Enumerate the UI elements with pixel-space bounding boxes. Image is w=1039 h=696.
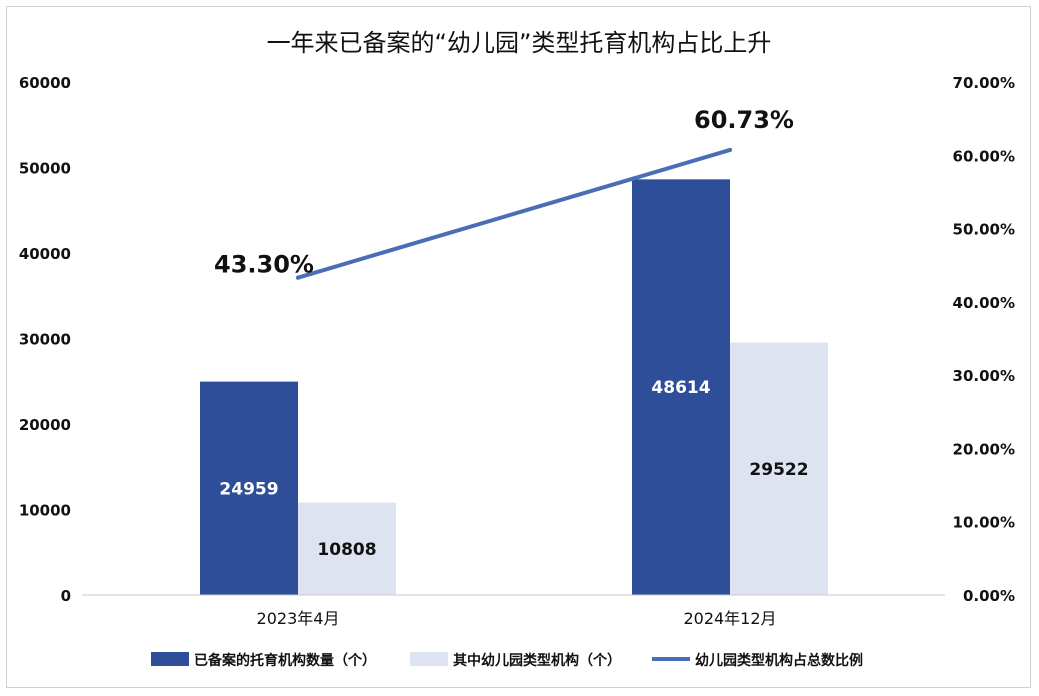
- right-tick-label: 40.00%: [953, 294, 1015, 312]
- bar-value-label: 48614: [651, 378, 710, 398]
- bar: [298, 502, 396, 595]
- line-value-label: 43.30%: [214, 251, 314, 279]
- left-tick-label: 40000: [19, 245, 71, 263]
- bar: [200, 381, 298, 595]
- left-tick-label: 30000: [19, 331, 71, 349]
- right-tick-label: 70.00%: [953, 74, 1015, 92]
- chart-frame: [6, 6, 1031, 688]
- line-series-path: [296, 147, 732, 280]
- right-tick-label: 0.00%: [963, 587, 1015, 605]
- right-tick-label: 60.00%: [953, 147, 1015, 165]
- line-point: [296, 275, 300, 280]
- left-tick-label: 10000: [19, 502, 71, 520]
- line-value-label: 60.73%: [694, 106, 794, 134]
- left-tick-label: 60000: [19, 74, 71, 92]
- legend: 已备案的托育机构数量（个） 其中幼儿园类型机构（个） 幼儿园类型机构占总数比例: [151, 652, 863, 669]
- legend-label: 已备案的托育机构数量（个）: [194, 652, 376, 669]
- x-axis: 2023年4月 2024年12月: [257, 609, 777, 628]
- bar: [632, 179, 730, 596]
- bars-layer: 24959 48614 10808 29522: [200, 179, 828, 596]
- right-tick-label: 10.00%: [953, 514, 1015, 532]
- right-axis: 0.00% 10.00% 20.00% 30.00% 40.00% 50.00% 60.00…: [953, 74, 1015, 605]
- x-category-label: 2023年4月: [257, 609, 340, 628]
- chart-title: 一年来已备案的“幼儿园”类型托育机构占比上升: [267, 29, 772, 57]
- legend-label: 幼儿园类型机构占总数比例: [695, 652, 863, 669]
- legend-label: 其中幼儿园类型机构（个）: [453, 652, 621, 669]
- right-tick-label: 20.00%: [953, 440, 1015, 458]
- line-layer: 43.30% 60.73%: [214, 106, 794, 280]
- left-tick-label: 0: [61, 587, 71, 605]
- bar-value-label: 24959: [219, 479, 278, 499]
- legend-swatch-bar2: [410, 652, 448, 666]
- bar-value-label: 29522: [749, 460, 808, 480]
- bar: [730, 342, 828, 595]
- right-tick-label: 30.00%: [953, 367, 1015, 385]
- left-axis: 0 10000 20000 30000 40000 50000 60000: [19, 74, 71, 605]
- left-tick-label: 50000: [19, 160, 71, 178]
- legend-swatch-bar1: [151, 652, 189, 666]
- right-tick-label: 50.00%: [953, 221, 1015, 239]
- line-point: [728, 147, 732, 152]
- x-category-label: 2024年12月: [683, 609, 776, 628]
- bar-value-label: 10808: [317, 540, 376, 560]
- left-tick-label: 20000: [19, 416, 71, 434]
